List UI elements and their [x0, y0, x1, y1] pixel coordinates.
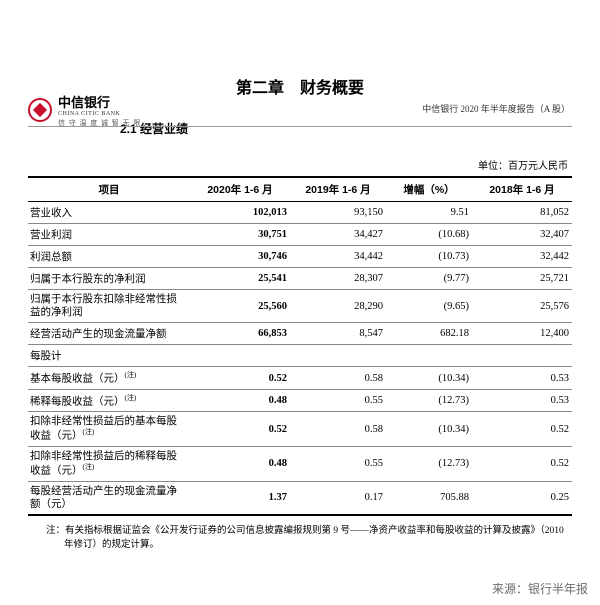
cell: 32,407	[472, 224, 572, 246]
cell: 30,751	[190, 224, 290, 246]
cell: 682.18	[386, 323, 472, 345]
cell: (9.65)	[386, 290, 472, 323]
cell: 0.48	[190, 389, 290, 412]
cell: 1.37	[190, 481, 290, 515]
table-row: 基本每股收益（元）(注)0.520.58(10.34)0.53	[28, 367, 572, 390]
row-label: 基本每股收益（元）(注)	[28, 367, 190, 390]
cell: 9.51	[386, 202, 472, 224]
cell: 32,442	[472, 246, 572, 268]
unit-label: 单位：百万元人民币	[0, 157, 568, 172]
source-label: 来源：银行半年报	[492, 580, 588, 597]
cell: 34,427	[290, 224, 386, 246]
cell: 28,290	[290, 290, 386, 323]
row-label: 扣除非经常性损益后的基本每股收益（元）(注)	[28, 412, 190, 447]
table-row: 营业利润30,75134,427(10.68)32,407	[28, 224, 572, 246]
table-row: 稀释每股收益（元）(注)0.480.55(12.73)0.53	[28, 389, 572, 412]
cell: 12,400	[472, 323, 572, 345]
row-label: 归属于本行股东的净利润	[28, 268, 190, 290]
table-row: 营业收入102,01393,1509.5181,052	[28, 202, 572, 224]
logo-name-en: CHINA CITIC BANK	[58, 111, 141, 117]
cell: 0.53	[472, 389, 572, 412]
cell: (9.77)	[386, 268, 472, 290]
table-row: 扣除非经常性损益后的稀释每股收益（元）(注)0.480.55(12.73)0.5…	[28, 447, 572, 482]
section-title: 2.1 经营业绩	[120, 120, 600, 137]
table-row: 归属于本行股东的净利润25,54128,307(9.77)25,721	[28, 268, 572, 290]
cell: 25,560	[190, 290, 290, 323]
cell: 25,721	[472, 268, 572, 290]
col-change: 增幅（%）	[386, 177, 472, 202]
col-2019: 2019年 1-6 月	[290, 177, 386, 202]
row-label: 扣除非经常性损益后的稀释每股收益（元）(注)	[28, 447, 190, 482]
table-header-row: 项目 2020年 1-6 月 2019年 1-6 月 增幅（%） 2018年 1…	[28, 177, 572, 202]
cell: 0.52	[472, 412, 572, 447]
logo: 中信银行 CHINA CITIC BANK 信 守 温 度 诚 智 无 限	[28, 92, 141, 128]
header-divider	[28, 126, 572, 127]
table-subheader: 每股计	[28, 345, 572, 367]
cell: 30,746	[190, 246, 290, 268]
cell: 66,853	[190, 323, 290, 345]
row-label: 归属于本行股东扣除非经常性损益的净利润	[28, 290, 190, 323]
cell: 0.52	[190, 367, 290, 390]
cell: 34,442	[290, 246, 386, 268]
footnote: 注：有关指标根据证监会《公开发行证券的公司信息披露编报规则第 9 号——净资产收…	[46, 524, 572, 553]
cell: 25,541	[190, 268, 290, 290]
cell: 0.17	[290, 481, 386, 515]
financial-table: 项目 2020年 1-6 月 2019年 1-6 月 增幅（%） 2018年 1…	[28, 176, 572, 516]
cell: 81,052	[472, 202, 572, 224]
col-2018: 2018年 1-6 月	[472, 177, 572, 202]
cell: 0.58	[290, 367, 386, 390]
row-label: 稀释每股收益（元）(注)	[28, 389, 190, 412]
cell: 102,013	[190, 202, 290, 224]
cell: 0.52	[190, 412, 290, 447]
cell: (10.68)	[386, 224, 472, 246]
table-row: 归属于本行股东扣除非经常性损益的净利润25,56028,290(9.65)25,…	[28, 290, 572, 323]
col-2020: 2020年 1-6 月	[190, 177, 290, 202]
cell: (10.73)	[386, 246, 472, 268]
cell: 8,547	[290, 323, 386, 345]
table-row: 每股计	[28, 345, 572, 367]
table-row: 扣除非经常性损益后的基本每股收益（元）(注)0.520.58(10.34)0.5…	[28, 412, 572, 447]
row-label: 利润总额	[28, 246, 190, 268]
row-label: 每股经营活动产生的现金流量净额（元）	[28, 481, 190, 515]
cell: (12.73)	[386, 389, 472, 412]
cell: 0.55	[290, 389, 386, 412]
cell: 705.88	[386, 481, 472, 515]
cell: 93,150	[290, 202, 386, 224]
col-item: 项目	[28, 177, 190, 202]
row-label: 营业收入	[28, 202, 190, 224]
logo-name-cn: 中信银行	[58, 92, 141, 111]
cell: 25,576	[472, 290, 572, 323]
cell: 0.48	[190, 447, 290, 482]
table-row: 利润总额30,74634,442(10.73)32,442	[28, 246, 572, 268]
cell: (10.34)	[386, 367, 472, 390]
table-row: 每股经营活动产生的现金流量净额（元）1.370.17705.880.25	[28, 481, 572, 515]
table-row: 经营活动产生的现金流量净额66,8538,547682.1812,400	[28, 323, 572, 345]
cell: (10.34)	[386, 412, 472, 447]
cell: 0.58	[290, 412, 386, 447]
logo-icon	[28, 98, 52, 122]
cell: (12.73)	[386, 447, 472, 482]
cell: 0.25	[472, 481, 572, 515]
cell: 0.55	[290, 447, 386, 482]
cell: 28,307	[290, 268, 386, 290]
report-title: 中信银行 2020 年半年度报告（A 股）	[422, 102, 570, 115]
cell: 0.52	[472, 447, 572, 482]
cell: 0.53	[472, 367, 572, 390]
row-label: 营业利润	[28, 224, 190, 246]
row-label: 经营活动产生的现金流量净额	[28, 323, 190, 345]
